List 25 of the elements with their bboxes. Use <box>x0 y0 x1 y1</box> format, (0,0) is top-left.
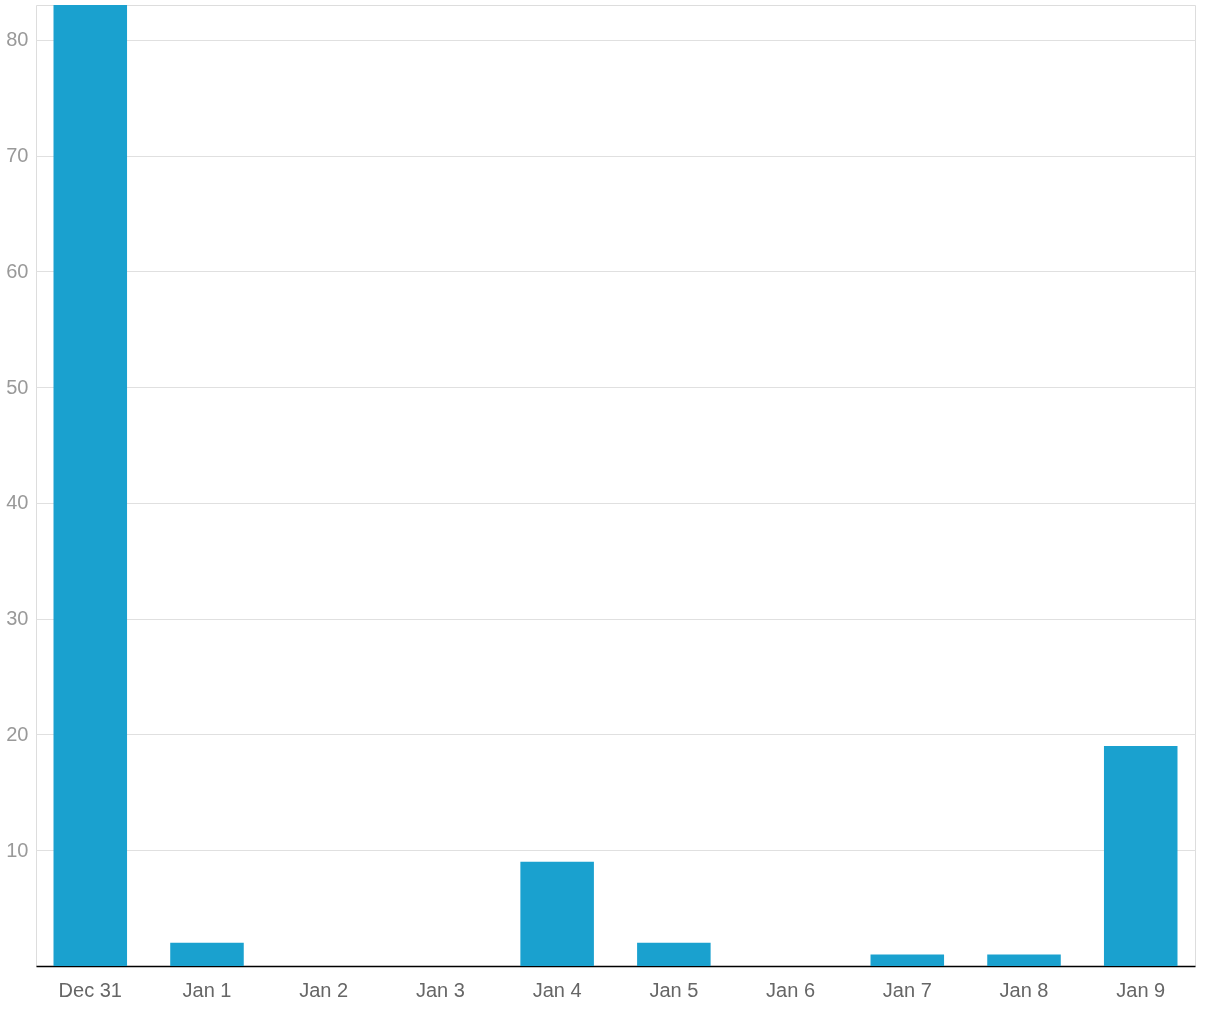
y-tick-label: 40 <box>6 491 29 514</box>
x-tick-label: Jan 1 <box>182 978 232 1001</box>
x-tick-label: Jan 2 <box>299 978 349 1001</box>
x-tick-label: Jan 4 <box>532 978 582 1001</box>
y-tick-label: 70 <box>6 144 29 167</box>
x-tick-label: Jan 5 <box>649 978 699 1001</box>
x-tick-label: Dec 31 <box>58 978 122 1001</box>
x-tick-label: Jan 6 <box>766 978 816 1001</box>
y-tick-label: 80 <box>6 28 29 51</box>
y-tick-label: 10 <box>6 838 29 861</box>
x-tick-label: Jan 3 <box>415 978 465 1001</box>
bar <box>870 954 945 966</box>
x-tick-label: Jan 9 <box>1116 978 1166 1001</box>
y-tick-label: 30 <box>6 607 29 630</box>
y-tick-label: 20 <box>6 722 29 745</box>
x-tick-label: Jan 8 <box>999 978 1049 1001</box>
y-tick-label: 60 <box>6 259 29 282</box>
bar <box>987 954 1061 966</box>
y-tick-label: 50 <box>6 375 29 398</box>
bar <box>1103 746 1178 966</box>
x-tick-label: Jan 7 <box>882 978 932 1001</box>
bar <box>53 5 128 966</box>
bar <box>637 942 711 966</box>
bar <box>520 861 594 966</box>
bar <box>170 942 244 966</box>
